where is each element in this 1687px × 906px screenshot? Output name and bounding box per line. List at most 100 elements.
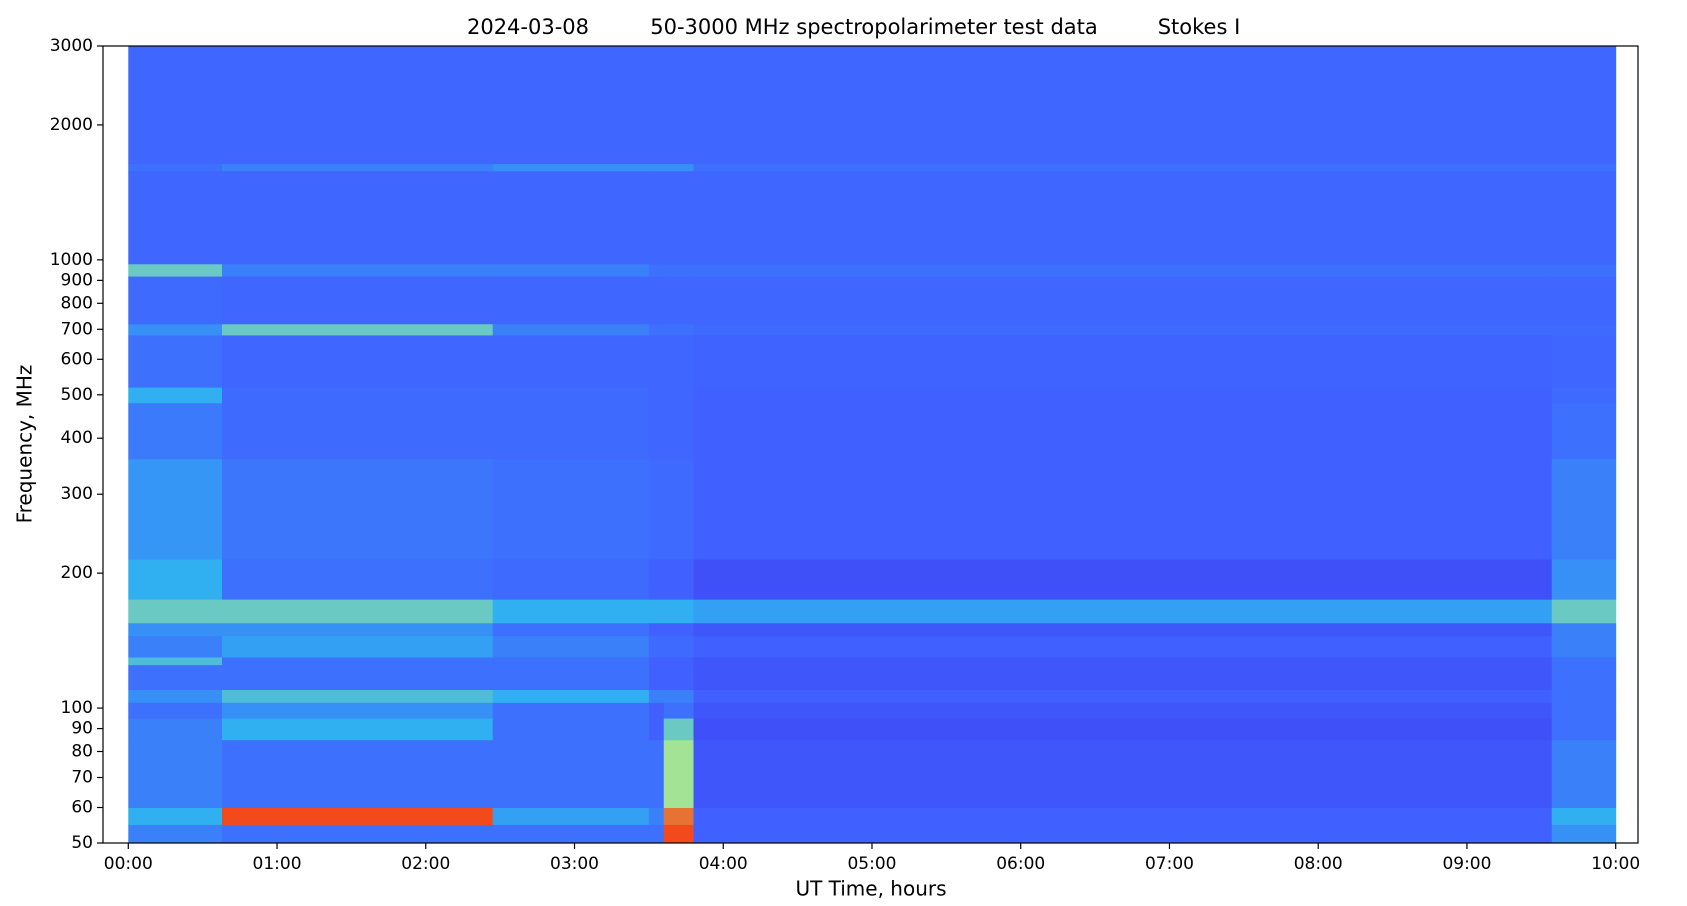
cell xyxy=(663,387,694,404)
cell xyxy=(648,276,665,325)
cell xyxy=(663,718,694,741)
cell xyxy=(128,657,223,666)
cell xyxy=(492,739,650,809)
y-axis-label: Frequency, MHz xyxy=(13,365,37,524)
x-tick-label: 02:00 xyxy=(401,854,450,874)
cell xyxy=(693,170,1553,265)
x-tick-label: 04:00 xyxy=(699,854,748,874)
cell xyxy=(663,689,694,703)
cell xyxy=(663,276,694,325)
cell xyxy=(648,559,665,600)
cell xyxy=(648,458,665,560)
cell xyxy=(648,739,665,809)
cell xyxy=(221,559,494,600)
cell xyxy=(648,635,665,658)
cell xyxy=(492,689,650,703)
cell xyxy=(221,599,494,624)
y-tick-label: 100 xyxy=(61,698,93,718)
cell xyxy=(693,622,1553,637)
cell xyxy=(663,46,694,165)
y-tick-label: 60 xyxy=(71,798,93,818)
cell xyxy=(648,323,665,336)
y-tick-label: 70 xyxy=(71,768,93,788)
cell xyxy=(221,334,494,388)
cell xyxy=(693,46,1553,165)
cell xyxy=(648,702,665,719)
cell xyxy=(128,170,223,265)
y-tick-label: 2000 xyxy=(50,115,93,135)
cell xyxy=(1551,635,1617,658)
cell xyxy=(648,402,665,460)
cell xyxy=(663,635,694,658)
cell xyxy=(693,334,1553,388)
cell xyxy=(128,334,223,388)
cell xyxy=(221,323,494,336)
cell xyxy=(128,323,223,336)
cell xyxy=(492,599,650,624)
cell xyxy=(492,664,650,691)
cell xyxy=(663,657,694,666)
cell xyxy=(693,402,1553,460)
cell xyxy=(492,323,650,336)
cell xyxy=(128,635,223,658)
x-tick-label: 08:00 xyxy=(1294,854,1343,874)
cell xyxy=(492,635,650,658)
cell xyxy=(1551,622,1617,637)
cell xyxy=(1551,46,1617,165)
y-tick-label: 600 xyxy=(61,349,93,369)
cell xyxy=(221,46,494,165)
x-tick-label: 10:00 xyxy=(1591,854,1640,874)
cell xyxy=(648,263,665,277)
cell xyxy=(1551,170,1617,265)
cell xyxy=(221,739,494,809)
cell xyxy=(492,702,650,719)
plot-frame xyxy=(102,45,1639,844)
cell xyxy=(492,46,650,165)
cell xyxy=(221,387,494,404)
x-tick-label: 09:00 xyxy=(1442,854,1491,874)
cell xyxy=(648,163,665,172)
y-tick-label: 80 xyxy=(71,742,93,762)
cell xyxy=(648,664,665,691)
cell xyxy=(128,599,223,624)
cell xyxy=(492,334,650,388)
chart-annotation: Stokes I xyxy=(1158,15,1241,39)
cell xyxy=(128,402,223,460)
cell xyxy=(693,718,1553,741)
cell xyxy=(693,559,1553,600)
cell xyxy=(1551,387,1617,404)
cell xyxy=(128,263,223,277)
cell xyxy=(693,664,1553,691)
cell xyxy=(663,458,694,560)
cell xyxy=(492,559,650,600)
cell xyxy=(128,622,223,637)
x-axis-label: UT Time, hours xyxy=(795,877,946,901)
cell xyxy=(221,263,494,277)
x-tick-label: 05:00 xyxy=(847,854,896,874)
cell xyxy=(492,718,650,741)
chart-subtitle: 50-3000 MHz spectropolarimeter test data xyxy=(650,15,1098,39)
cell xyxy=(128,276,223,325)
cell xyxy=(663,622,694,637)
cell xyxy=(693,599,1553,624)
cell xyxy=(128,702,223,719)
cell xyxy=(663,599,694,624)
y-tick-label: 900 xyxy=(61,270,93,290)
cell xyxy=(663,664,694,691)
cell xyxy=(1551,163,1617,172)
cell xyxy=(693,702,1553,719)
cell xyxy=(492,170,650,265)
cell xyxy=(221,824,494,844)
cell xyxy=(492,824,650,844)
cell xyxy=(693,657,1553,666)
cell xyxy=(648,622,665,637)
cell xyxy=(663,559,694,600)
cell xyxy=(492,276,650,325)
cell xyxy=(1551,402,1617,460)
cell xyxy=(693,689,1553,703)
cell xyxy=(221,718,494,741)
y-tick-label: 400 xyxy=(61,428,93,448)
cell xyxy=(1551,807,1617,825)
cell xyxy=(221,635,494,658)
